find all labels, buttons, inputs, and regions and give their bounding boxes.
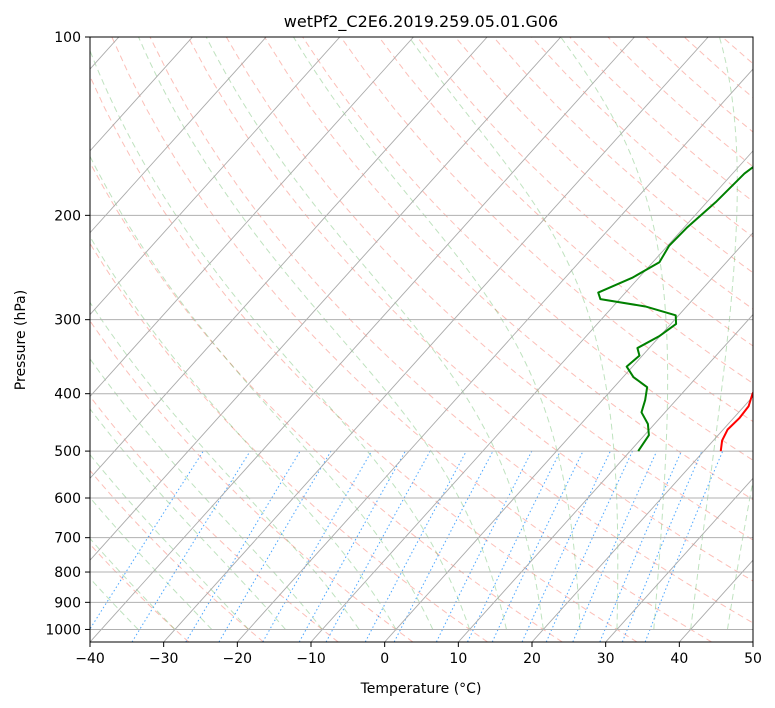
- dry-adiabat-line: [90, 320, 414, 642]
- chart-title: wetPf2_C2E6.2019.259.05.01.G06: [284, 12, 558, 32]
- moist-adiabat-line: [726, 478, 753, 630]
- isotherm-line: [163, 37, 709, 642]
- y-tick-label: 700: [54, 531, 81, 547]
- isotherm-line: [310, 150, 753, 642]
- dry-adiabat-line: [607, 37, 753, 168]
- dry-adiabat-line: [225, 37, 753, 541]
- isotherm-line: [90, 37, 488, 479]
- moist-adiabat-line: [90, 408, 286, 630]
- isotherm-line: [236, 68, 753, 642]
- y-tick-label: 200: [54, 208, 81, 224]
- y-tick-label: 600: [54, 491, 81, 507]
- mixing-ratio-line: [572, 450, 658, 642]
- dry-adiabat-line: [90, 395, 339, 642]
- mixing-ratio-line: [621, 450, 703, 642]
- moist-adiabat-line: [138, 37, 507, 630]
- dry-adiabat-line: [149, 37, 753, 624]
- y-axis-ticks: 100 200 300 400 500 600 700 800 900 1000: [45, 30, 90, 638]
- isotherm-line: [90, 37, 193, 152]
- y-tick-label: 900: [54, 595, 81, 611]
- moist-adiabat-line: [90, 301, 360, 630]
- isotherm-line: [90, 37, 267, 234]
- mixing-ratio-line: [599, 450, 682, 642]
- y-tick-label: 100: [54, 30, 81, 46]
- x-tick-label: 50: [744, 651, 762, 667]
- y-tick-label: 300: [54, 313, 81, 329]
- x-tick-label: −30: [149, 651, 179, 667]
- moist-adiabat-line: [408, 37, 619, 630]
- moist-adiabat-line: [293, 37, 581, 630]
- x-tick-label: −10: [296, 651, 326, 667]
- mixing-ratio-line: [545, 450, 633, 642]
- dry-adiabat-line: [378, 37, 753, 385]
- isotherm-line: [605, 477, 753, 642]
- isotherm-line: [384, 232, 753, 642]
- isotherm-line: [457, 313, 753, 642]
- moist-adiabat-line: [90, 235, 397, 630]
- mixing-ratio-line: [467, 450, 561, 642]
- isotherm-line: [90, 37, 635, 642]
- data-series: [597, 165, 753, 452]
- plot-frame: [89, 36, 754, 643]
- mixing-ratio-line: [185, 450, 301, 642]
- moist-adiabat-line: [90, 357, 323, 630]
- y-tick-label: 800: [54, 565, 81, 581]
- isotherm-line: [531, 395, 753, 642]
- dry-adiabat-line: [90, 161, 563, 642]
- dry-adiabat-line: [111, 37, 712, 642]
- temperature-series-line: [719, 391, 753, 452]
- mixing-ratio-line: [262, 450, 373, 642]
- dry-adiabat-line: [454, 37, 753, 310]
- moist-adiabat-line: [90, 155, 434, 630]
- mixing-ratio-line: [435, 450, 533, 642]
- mixing-ratio-line: [364, 450, 467, 642]
- mixing-ratio-line: [644, 450, 724, 642]
- y-tick-label: 500: [54, 444, 81, 460]
- dry-adiabat-line: [645, 37, 753, 133]
- mixing-ratio-line: [491, 450, 584, 642]
- dry-adiabat-line: [264, 37, 753, 501]
- background-lines: [90, 37, 775, 642]
- dry-adiabat-line: [90, 242, 488, 642]
- gridlines: [90, 36, 753, 630]
- isotherm-line: [752, 641, 753, 642]
- x-axis-ticks: −40 −30 −20 −10 0 10 20 30 40 50: [75, 642, 762, 667]
- isotherm-line: [90, 37, 414, 398]
- dry-adiabat-line: [493, 37, 753, 274]
- y-tick-label: 1000: [45, 622, 81, 638]
- moist-adiabat-line: [90, 49, 471, 630]
- dry-adiabat-line: [90, 543, 190, 642]
- x-tick-label: 30: [597, 651, 615, 667]
- mixing-ratio-line: [131, 450, 251, 642]
- isotherm-line: [90, 37, 341, 316]
- isotherm-line: [90, 37, 562, 561]
- x-tick-label: −20: [223, 651, 253, 667]
- moist-adiabat-line: [560, 37, 669, 630]
- mixing-ratio-line: [298, 450, 406, 642]
- moist-adiabat-line: [90, 496, 213, 630]
- x-tick-label: 0: [380, 651, 389, 667]
- x-tick-label: 40: [670, 651, 688, 667]
- moist-adiabat-line: [690, 37, 738, 630]
- y-tick-label: 400: [54, 387, 81, 403]
- dry-adiabat-line: [683, 37, 753, 99]
- y-axis-label: Pressure (hPa): [13, 290, 29, 390]
- dry-adiabat-line: [761, 37, 775, 642]
- mixing-ratio-line: [90, 450, 204, 630]
- mixing-ratio-line: [325, 450, 431, 642]
- moist-adiabat-line: [205, 37, 544, 630]
- dry-adiabat-line: [416, 37, 753, 347]
- dry-adiabat-line: [90, 469, 264, 642]
- x-tick-label: 20: [523, 651, 541, 667]
- x-tick-label: 10: [449, 651, 467, 667]
- x-tick-label: −40: [75, 651, 105, 667]
- x-axis-label: Temperature (°C): [360, 681, 482, 697]
- dewpoint-series-line: [597, 165, 753, 452]
